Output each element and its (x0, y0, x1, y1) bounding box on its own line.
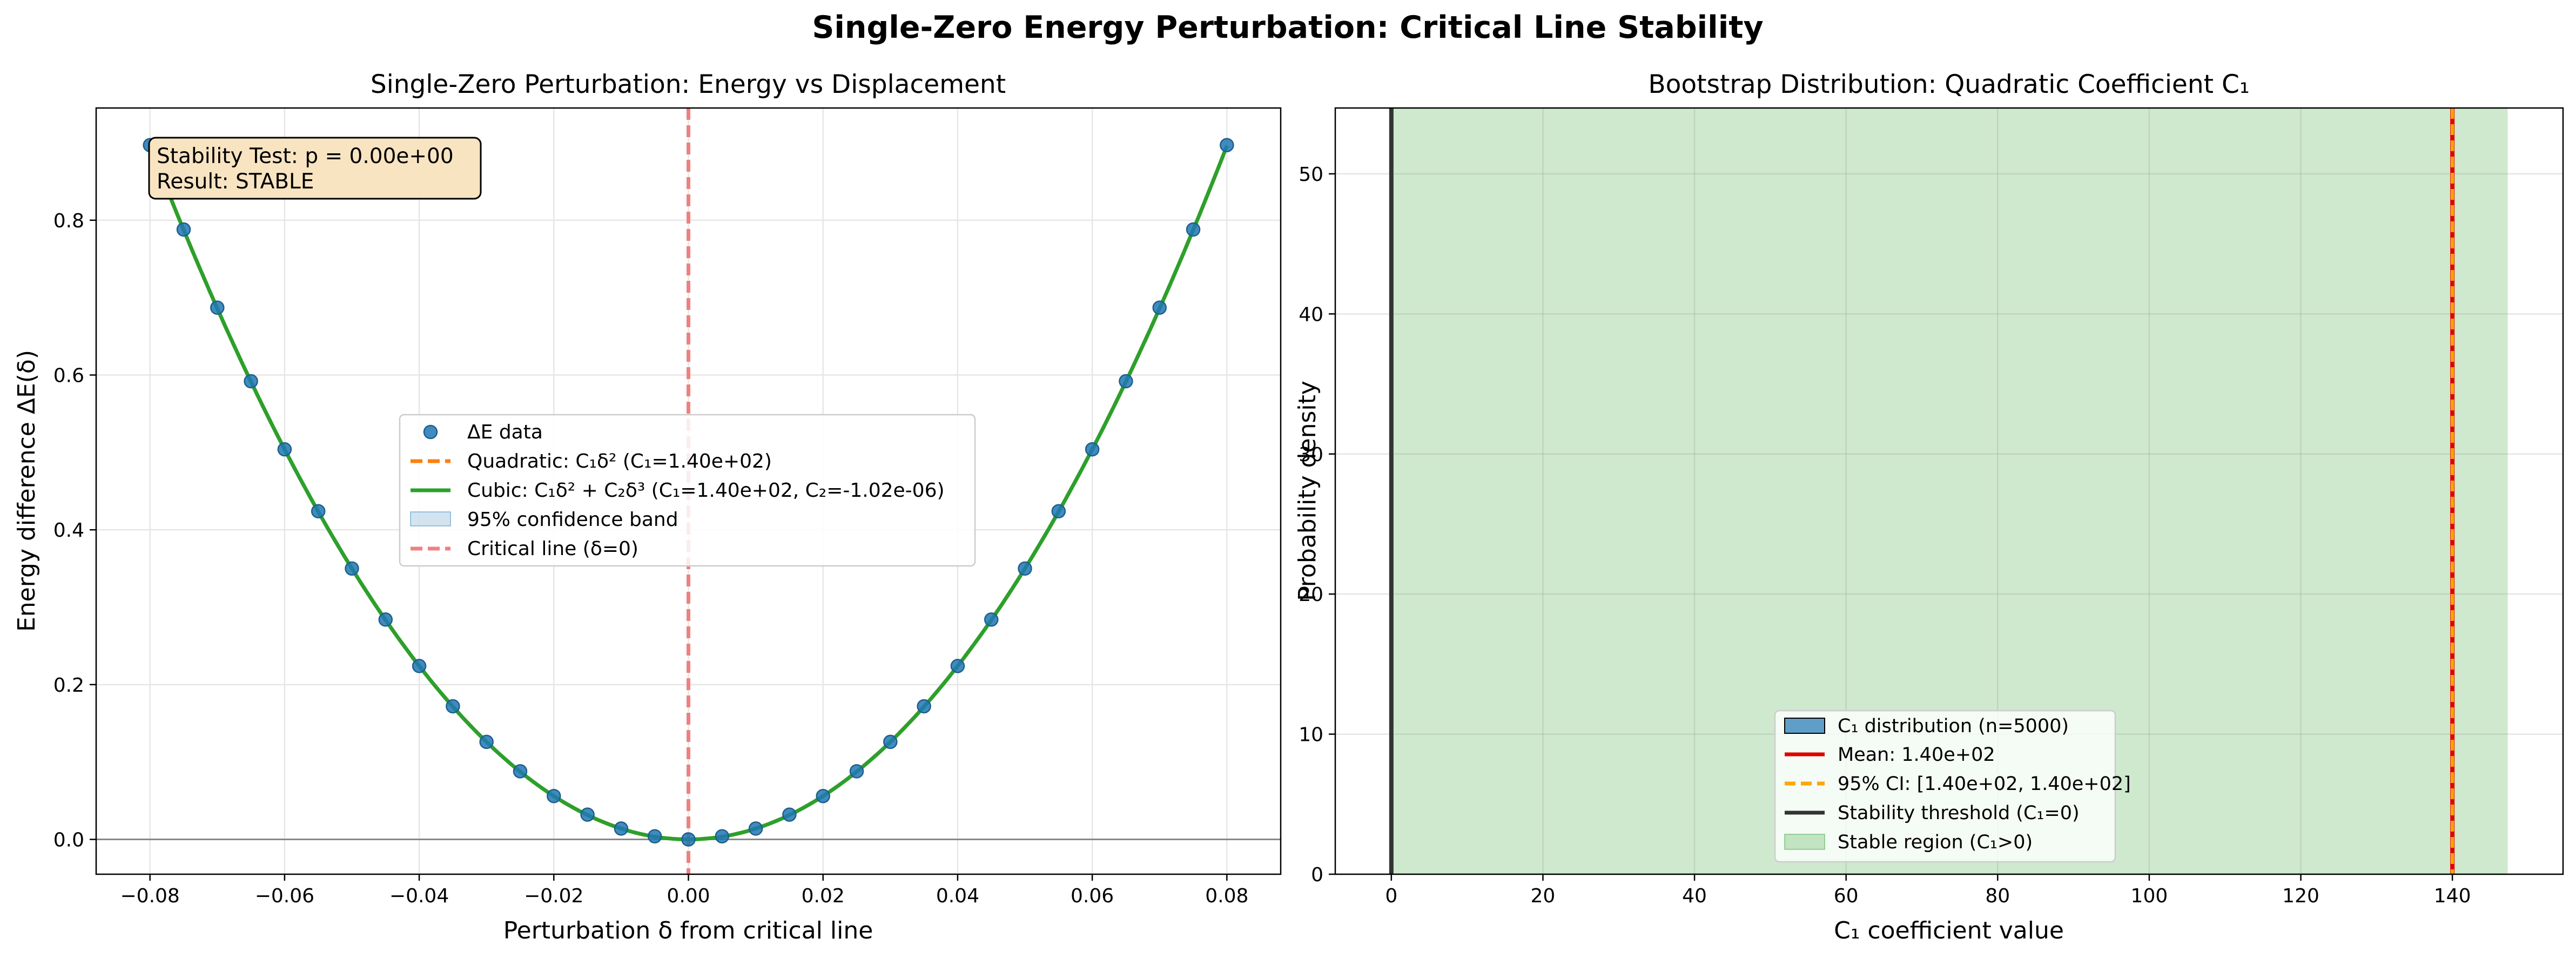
stability-annotation: Stability Test: p = 0.00e+00 Result: STA… (148, 137, 482, 200)
left-x-tick-label: 0.08 (1205, 885, 1248, 907)
data-point (614, 821, 629, 836)
left-y-tick-label: 0.4 (53, 519, 84, 542)
right-x-tick-label: 20 (1531, 885, 1556, 907)
left-x-axis-label: Perturbation δ from critical line (503, 917, 873, 944)
data-point (378, 612, 393, 627)
right-plot-area (1389, 108, 2455, 874)
left-ticks: −0.08 −0.06 −0.04 −0.02 0.00 0.02 0.04 0.06 0.08… (53, 210, 1249, 907)
legend-region-label: Stable region (C₁>0) (1838, 832, 2033, 853)
right-x-tick-label: 100 (2131, 885, 2168, 907)
data-point (1220, 138, 1234, 153)
left-x-tick-label: 0.06 (1071, 885, 1114, 907)
data-point (748, 821, 763, 836)
left-plot-area (96, 108, 1281, 874)
data-point (244, 374, 258, 389)
data-point (950, 659, 965, 673)
data-point (277, 442, 292, 457)
legend-hist-label: C₁ distribution (n=5000) (1838, 715, 2069, 737)
legend-mean-label: Mean: 1.40e+02 (1838, 744, 1995, 766)
data-point (311, 504, 326, 519)
right-y-axis-label: Probability density (1294, 381, 1321, 601)
left-legend-box (399, 414, 976, 567)
data-point (479, 734, 494, 749)
data-point (580, 807, 595, 822)
data-point (849, 764, 864, 779)
right-x-tick-label: 140 (2434, 885, 2471, 907)
data-point (513, 764, 528, 779)
right-legend-box (1774, 710, 2116, 863)
legend-critical-label: Critical line (δ=0) (467, 538, 638, 560)
left-legend: ΔE data Quadratic: C₁δ² (C₁=1.40e+02) Cu… (399, 414, 976, 567)
legend-data-marker (423, 424, 438, 440)
data-point (1152, 300, 1167, 315)
data-point (446, 699, 460, 714)
data-point (1186, 222, 1201, 237)
right-plot-frame (1334, 107, 2564, 875)
data-point (816, 788, 830, 803)
data-point (412, 659, 427, 673)
right-x-tick-label: 120 (2282, 885, 2319, 907)
data-point (647, 829, 662, 844)
annotation-line-1: Stability Test: p = 0.00e+00 (157, 144, 454, 168)
right-x-tick-label: 0 (1385, 885, 1397, 907)
left-y-tick-label: 0.8 (53, 210, 84, 232)
left-y-tick-label: 0.6 (53, 365, 84, 387)
right-y-tick-label: 50 (1299, 164, 1323, 186)
right-y-tick-label: 0 (1311, 864, 1323, 886)
legend-region-swatch (1784, 834, 1825, 850)
data-point (1051, 504, 1066, 519)
data-point (883, 734, 898, 749)
data-point (1085, 442, 1100, 457)
data-point (1018, 561, 1032, 576)
left-x-tick-label: 0.00 (667, 885, 710, 907)
left-x-tick-label: −0.06 (255, 885, 314, 907)
right-x-tick-label: 40 (1682, 885, 1707, 907)
annotation-line-2: Result: STABLE (157, 170, 314, 194)
data-point (1119, 374, 1133, 389)
right-y-tick-label: 20 (1299, 584, 1323, 606)
legend-ci-label: 95% CI: [1.40e+02, 1.40e+02] (1838, 773, 2131, 795)
left-x-tick-label: −0.08 (120, 885, 180, 907)
right-x-axis-label: C₁ coefficient value (1834, 917, 2064, 944)
data-point (715, 829, 730, 844)
right-y-tick-label: 40 (1299, 303, 1323, 326)
left-x-tick-label: −0.04 (389, 885, 449, 907)
left-x-tick-label: −0.02 (524, 885, 583, 907)
left-y-tick-label: 0.2 (53, 674, 84, 697)
right-y-tick-label: 10 (1299, 724, 1323, 746)
data-point (210, 300, 225, 315)
left-x-tick-label: 0.02 (802, 885, 845, 907)
data-point (984, 612, 999, 627)
data-point (681, 832, 696, 847)
data-point (176, 222, 191, 237)
left-panel: −0.08 −0.06 −0.04 −0.02 0.00 0.02 0.04 0.06 0.08… (13, 70, 1282, 944)
legend-band-swatch (410, 511, 451, 526)
legend-data-label: ΔE data (467, 421, 543, 443)
figure-title: Single-Zero Energy Perturbation: Critica… (812, 10, 1763, 45)
right-panel: 0 20 40 60 80 100 120 140 0 10 20 30 40 50 Bootstrap … (1294, 70, 2564, 944)
right-legend: C₁ distribution (n=5000) Mean: 1.40e+02 … (1774, 710, 2131, 863)
right-x-tick-label: 80 (1985, 885, 2010, 907)
data-point (547, 788, 561, 803)
left-y-axis-label: Energy difference ΔE(δ) (13, 350, 41, 632)
right-chart-title: Bootstrap Distribution: Quadratic Coeffi… (1648, 70, 2249, 99)
legend-threshold-label: Stability threshold (C₁=0) (1838, 802, 2080, 824)
legend-hist-swatch (1784, 718, 1825, 734)
left-x-tick-label: 0.04 (936, 885, 979, 907)
left-chart-title: Single-Zero Perturbation: Energy vs Disp… (371, 70, 1006, 99)
right-x-tick-label: 60 (1834, 885, 1859, 907)
legend-cubic-label: Cubic: C₁δ² + C₂δ³ (C₁=1.40e+02, C₂=-1.0… (467, 480, 945, 502)
legend-band-label: 95% confidence band (467, 509, 678, 531)
legend-quadratic-label: Quadratic: C₁δ² (C₁=1.40e+02) (467, 450, 772, 472)
right-y-tick-label: 30 (1299, 444, 1323, 466)
data-point (345, 561, 359, 576)
annotation-box (148, 137, 482, 200)
data-point (782, 807, 797, 822)
right-ticks: 0 20 40 60 80 100 120 140 0 10 20 30 40 50 (1299, 164, 2471, 907)
left-y-tick-label: 0.0 (53, 829, 84, 852)
data-point (917, 699, 931, 714)
